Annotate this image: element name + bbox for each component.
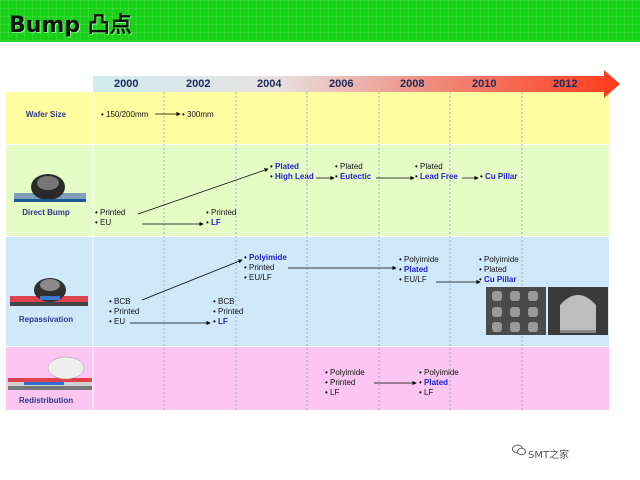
direct-2002-group: • Printed • LF (206, 208, 237, 227)
repass-2010-group: • Polyimide • Plated • Cu Pillar (479, 255, 519, 284)
direct-2006-group: • Plated • Eutectic (335, 162, 372, 181)
year-2012: 2012 (553, 78, 578, 90)
redist-2006-group: • Polyimide • Printed • LF (325, 368, 365, 397)
repassivation-illustration (10, 278, 88, 306)
watermark-text: SMT之家 (528, 450, 570, 461)
row-label-redist: Redistribution (18, 396, 74, 405)
direct-2010-group: • Cu Pillar (480, 172, 518, 181)
row-label-direct: Direct Bump (22, 208, 70, 217)
row-band-redist (6, 347, 609, 410)
redistribution-illustration (8, 356, 92, 390)
direct-2000-group: • Printed • EU (95, 208, 126, 227)
row-band-wafer (6, 92, 609, 144)
title-bar: Bump 凸点 (0, 0, 640, 42)
row-label-repass: Repassivation (18, 315, 74, 324)
year-2004: 2004 (257, 78, 282, 90)
repass-2004-group: • Polyimide • Printed • EU/LF (244, 253, 287, 282)
direct-2008-group: • Plated • Lead Free (415, 162, 458, 181)
year-2008: 2008 (400, 78, 425, 90)
wafer-item: • 300mm (182, 110, 214, 119)
year-2002: 2002 (186, 78, 211, 90)
direct-bump-illustration (14, 174, 86, 202)
year-2006: 2006 (329, 78, 354, 90)
connector-arrows (130, 111, 481, 386)
row-band-direct (6, 145, 609, 236)
repass-2002-group: • BCB • Printed • LF (213, 297, 244, 326)
wafer-item: • 150/200mm (101, 110, 149, 119)
slide-title: Bump 凸点 (9, 13, 132, 38)
repass-2000-group: • BCB • Printed • EU (109, 297, 140, 326)
timeline-arrow (93, 70, 620, 98)
direct-2004-group: • Plated • High Lead (270, 162, 314, 181)
row-label-wafer: Wafer Size (25, 110, 67, 119)
redist-2008-group: • Polyimide • Plated • LF (419, 368, 459, 397)
year-2010: 2010 (472, 78, 497, 90)
cu-pillar-sem-images (486, 287, 608, 335)
year-gridlines (163, 92, 523, 410)
repass-2008-group: • Polyimide • Plated • EU/LF (399, 255, 439, 284)
year-2000: 2000 (114, 78, 139, 90)
wechat-icon (512, 444, 526, 456)
